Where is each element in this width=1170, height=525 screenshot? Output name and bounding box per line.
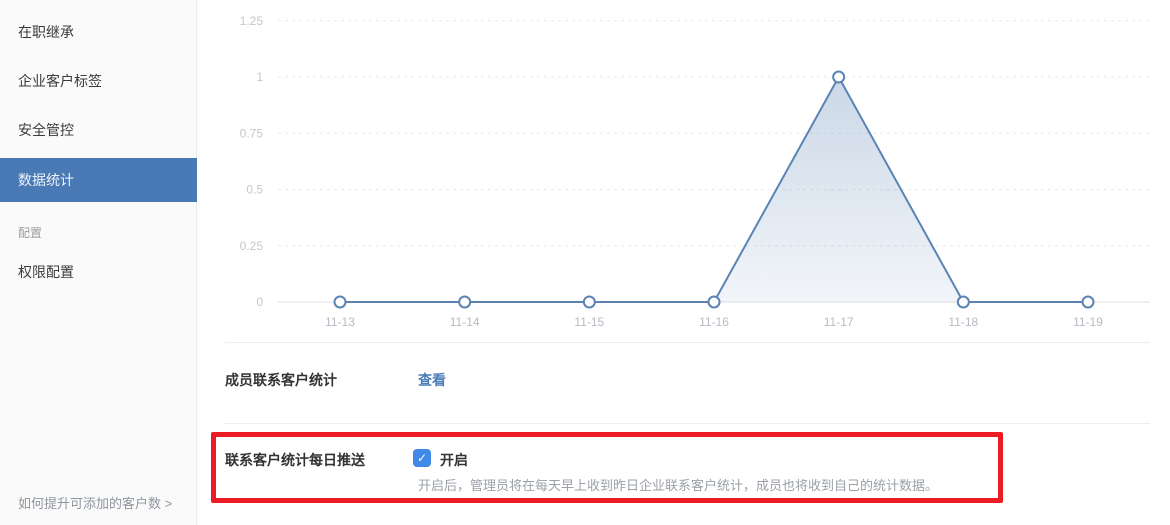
view-link[interactable]: 查看 xyxy=(418,372,446,388)
checkmark-icon: ✓ xyxy=(416,451,428,465)
member-stats-label: 成员联系客户统计 xyxy=(225,372,337,388)
daily-push-label: 联系客户统计每日推送 xyxy=(225,452,365,468)
svg-text:0.5: 0.5 xyxy=(246,183,263,197)
svg-text:11-15: 11-15 xyxy=(574,315,604,329)
line-chart-svg: 0 0.25 0.5 0.75 1 1.25 11-13 11-14 11-15 11-16 11-… xyxy=(240,14,1150,329)
svg-text:1.25: 1.25 xyxy=(240,14,264,28)
enable-label: 开启 xyxy=(440,452,468,468)
svg-text:0.75: 0.75 xyxy=(240,126,264,140)
svg-text:11-17: 11-17 xyxy=(824,315,854,329)
sidebar-item-data-statistics[interactable]: 数据统计 xyxy=(0,158,197,202)
sidebar-item-inheritance[interactable]: 在职继承 xyxy=(18,24,74,40)
svg-text:11-13: 11-13 xyxy=(325,315,355,329)
sidebar-section-config: 配置 xyxy=(18,226,43,240)
daily-push-checkbox[interactable]: ✓ xyxy=(413,449,431,467)
sidebar-footer-help-link[interactable]: 如何提升可添加的客户数 > xyxy=(18,496,173,511)
svg-text:0: 0 xyxy=(256,295,263,309)
sidebar-item-customer-tags[interactable]: 企业客户标签 xyxy=(18,73,102,89)
svg-text:11-18: 11-18 xyxy=(948,315,978,329)
daily-push-description: 开启后，管理员将在每天早上收到昨日企业联系客户统计，成员也将收到自己的统计数据。 xyxy=(418,478,939,493)
sidebar-item-security-control[interactable]: 安全管控 xyxy=(18,122,74,138)
divider xyxy=(225,423,1150,424)
sidebar: 在职继承 企业客户标签 安全管控 数据统计 配置 权限配置 如何提升可添加的客户… xyxy=(0,0,197,525)
svg-text:0.25: 0.25 xyxy=(240,239,264,253)
divider xyxy=(225,342,1150,343)
sidebar-item-permission-config[interactable]: 权限配置 xyxy=(18,264,74,280)
contact-customer-stats-line-chart: 0 0.25 0.5 0.75 1 1.25 11-13 11-14 11-15 11-16 11-… xyxy=(240,14,1150,329)
svg-text:1: 1 xyxy=(256,70,263,84)
svg-text:11-14: 11-14 xyxy=(450,315,480,329)
svg-text:11-19: 11-19 xyxy=(1073,315,1103,329)
svg-text:11-16: 11-16 xyxy=(699,315,729,329)
